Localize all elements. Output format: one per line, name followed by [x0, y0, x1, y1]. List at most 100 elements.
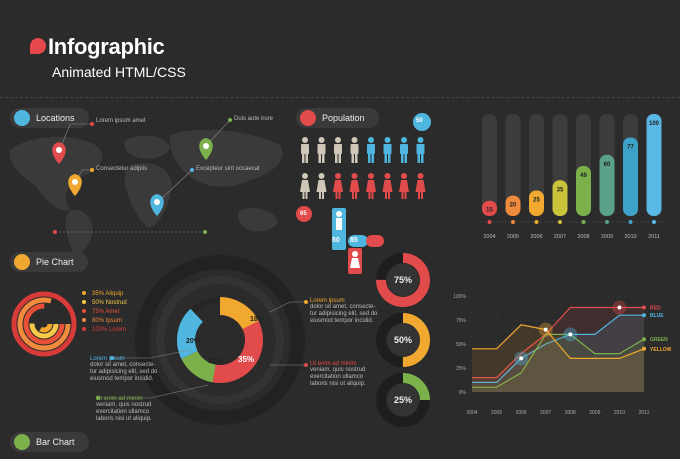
series-line [472, 333, 645, 388]
section-pie-chart-label: Pie Chart [36, 257, 74, 267]
series-line [472, 324, 645, 360]
x-tick-label: 2009 [589, 410, 600, 416]
series-area [472, 324, 644, 392]
female-figure-icon [316, 173, 327, 199]
section-locations-label: Locations [36, 113, 75, 123]
donut-seg-red: 35% [238, 355, 255, 364]
male-figure-icon [367, 137, 375, 163]
x-tick-label: 2005 [491, 410, 502, 416]
bar-axis-dot [581, 220, 586, 224]
map-europe [124, 135, 170, 159]
donut-seg-green: 15% [208, 358, 223, 365]
y-tick-label: 0% [459, 390, 467, 396]
section-population: Population [296, 108, 379, 128]
donut-seg-yellow: 18% [250, 316, 265, 323]
male-figure-icon [317, 137, 326, 163]
female-figure-icon [399, 173, 409, 199]
map-south-america [65, 209, 93, 254]
highlight-dot [568, 332, 573, 337]
female-percent: 85 [350, 237, 358, 244]
pie-legend-label: 35% Aliquip [92, 291, 124, 297]
bar-category-label: 2005 [507, 234, 519, 240]
female-figure-icon [333, 173, 343, 199]
bar-chart: 15 2004 20 2005 25 2006 35 2007 49 2008 60 2009 77 20… [476, 114, 662, 240]
bar [576, 166, 591, 216]
series-line [472, 306, 644, 379]
y-tick-label: 50% [456, 342, 467, 348]
male-percent: 50 [332, 237, 340, 244]
person-icon [300, 110, 316, 126]
ring-progress [376, 313, 430, 367]
series-legend-label: YELLOW [650, 347, 672, 353]
female-figure-icon [300, 173, 310, 199]
bar [646, 114, 662, 216]
bar-axis-dot [605, 220, 609, 224]
annotation-bottom: Ut enim ad minim veniam, quis nostrud ex… [96, 396, 152, 422]
bar [599, 154, 615, 216]
map-australia [237, 208, 278, 232]
pie-legend-label: 50% Nostrud [92, 300, 127, 306]
pie-legend-item: 35% Aliquip [82, 290, 127, 299]
pie-legend-label: 100% Lorem [92, 327, 127, 333]
bar-axis-dot [534, 220, 539, 224]
progress-rings: 75% 50% 25% [376, 253, 430, 427]
bar-category-label: 2007 [554, 234, 566, 240]
map-north-america [9, 136, 103, 211]
annotation-right: Ut enim ad minim veniam, quis nostrud ex… [310, 361, 366, 387]
bar-track [482, 114, 497, 216]
bar-axis-dot [628, 220, 633, 224]
bar-category-label: 2006 [530, 234, 542, 240]
population-badge-top: 50 [416, 118, 423, 124]
male-figure-icon [400, 137, 408, 163]
series-legend-label: BLUE [650, 313, 664, 319]
x-tick-label: 2004 [466, 410, 477, 416]
ring-center [387, 384, 419, 416]
series-area [472, 307, 644, 392]
male-figure-icon [416, 137, 425, 163]
header-divider [0, 97, 680, 98]
bar-value-label: 20 [510, 203, 517, 209]
page-subtitle: Animated HTML/CSS [52, 64, 186, 80]
world-map [9, 129, 283, 254]
section-bar-chart: Bar Chart [10, 432, 89, 452]
location-markers [52, 118, 232, 234]
highlight-dot [543, 327, 548, 332]
location-label-1: Lorem ipsum amet [96, 118, 146, 124]
ring-center [387, 264, 419, 296]
bar-value-label: 77 [627, 144, 634, 150]
pin-red-icon [52, 142, 66, 164]
section-pie-chart: Pie Chart [10, 252, 88, 272]
bar-axis-dot [511, 220, 515, 224]
ring-label: 75% [394, 275, 412, 285]
pie-legend-item: 100% Lorem [82, 326, 127, 335]
ring-label: 50% [394, 335, 412, 345]
male-figure-icon [350, 137, 359, 163]
pie-chart-icon [14, 254, 30, 270]
female-figure-icon [366, 173, 376, 199]
series-area [472, 315, 644, 392]
series-end-dot [642, 337, 646, 342]
pin-blue-icon [150, 194, 164, 216]
location-pin-icon [14, 110, 30, 126]
pie-legend-item: 75% Amet [82, 308, 127, 317]
bar-axis-dot [652, 220, 656, 224]
bar-value-label: 60 [604, 162, 611, 168]
series-legend-label: GREEN [650, 337, 668, 343]
location-label-3: Duis aute irure [234, 116, 274, 122]
bar-category-label: 2011 [648, 234, 660, 240]
legend-dot-icon [82, 327, 86, 332]
series-end-dot [642, 346, 646, 351]
section-bar-chart-label: Bar Chart [36, 437, 75, 447]
highlight-dot [519, 356, 524, 361]
y-tick-label: 100% [453, 294, 466, 300]
legend-dot-icon [82, 318, 86, 323]
legend-dot-icon [82, 300, 86, 305]
bar [505, 195, 521, 216]
bar-category-label: 2004 [483, 234, 495, 240]
bar [623, 137, 638, 216]
pie-legend-item: 50% Nostrud [82, 299, 127, 308]
bar-category-label: 2008 [577, 234, 589, 240]
pie-legend-label: 75% Amet [92, 309, 120, 315]
x-tick-label: 2008 [565, 410, 576, 416]
